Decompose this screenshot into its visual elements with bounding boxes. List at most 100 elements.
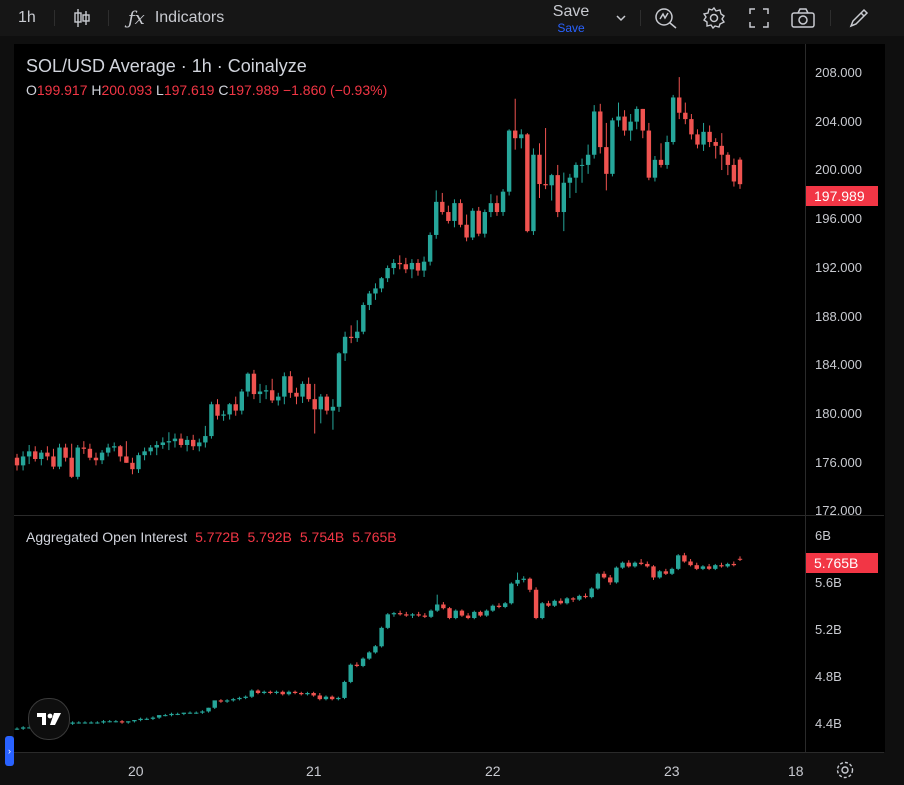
candle-body — [428, 610, 434, 617]
candle-body — [397, 613, 403, 615]
candle-body — [573, 164, 579, 178]
expand-panel-tab[interactable]: › — [5, 736, 14, 766]
candle-body — [329, 696, 335, 700]
candle-body — [391, 613, 397, 615]
candle-body — [458, 203, 463, 225]
candle-body — [537, 154, 542, 185]
candle-body — [579, 164, 585, 166]
candle-body — [403, 264, 409, 270]
candle-body — [354, 664, 360, 666]
oi-high: 5.792B — [247, 529, 292, 545]
price-tick: 192.000 — [815, 260, 862, 275]
pane-separator[interactable] — [14, 515, 884, 516]
candle-body — [465, 615, 471, 619]
price-tick: 188.000 — [815, 309, 862, 324]
candle-body — [646, 130, 652, 178]
symbol-legend[interactable]: SOL/USD Average · 1h · Coinalyze — [26, 56, 307, 76]
candle-body — [583, 595, 588, 598]
candle-body — [525, 134, 530, 232]
candle-body — [645, 563, 650, 567]
oi-tick: 4.4B — [815, 716, 842, 731]
candle-body — [626, 562, 631, 567]
alert-button[interactable] — [654, 0, 678, 36]
chart-type-button[interactable] — [72, 0, 92, 36]
candle-body — [268, 691, 273, 693]
interval-button[interactable]: 1h — [18, 0, 36, 36]
candle-body — [88, 722, 94, 724]
settings-button[interactable] — [702, 0, 726, 36]
oi-legend[interactable]: Aggregated Open Interest 5.772B 5.792B 5.75… — [26, 529, 397, 545]
indicators-button[interactable]: ƒx Indicators — [128, 0, 224, 36]
candle-body — [434, 201, 439, 235]
tradingview-logo[interactable] — [28, 698, 70, 740]
candle-body — [132, 720, 137, 722]
low-value: 197.619 — [163, 82, 215, 98]
candle-body — [719, 145, 724, 155]
time-scale[interactable] — [14, 752, 884, 785]
candle-body — [585, 154, 591, 165]
candle-body — [651, 566, 656, 578]
candle-body — [731, 563, 737, 566]
oi-title: Aggregated Open Interest — [26, 529, 188, 545]
candle-body — [367, 293, 372, 305]
candle-body — [280, 691, 285, 695]
scale-settings-button[interactable] — [835, 760, 855, 785]
candle-body — [51, 456, 56, 467]
drawing-button[interactable] — [848, 0, 870, 36]
candle-body — [427, 234, 433, 262]
gear-icon — [836, 761, 854, 779]
candle-body — [453, 610, 458, 619]
candle-body — [555, 175, 560, 213]
candle-body — [14, 457, 20, 466]
candle-body — [725, 154, 731, 165]
candle-body — [172, 438, 178, 442]
fx-icon: ƒx — [128, 7, 145, 29]
close-label: C — [218, 82, 229, 98]
candle-body — [274, 691, 279, 693]
candle-body — [257, 391, 263, 395]
candle-body — [269, 390, 275, 401]
candle-body — [336, 697, 341, 700]
candle-body — [552, 600, 557, 606]
candle-body — [379, 278, 384, 289]
candle-body — [616, 116, 621, 121]
candle-body — [361, 304, 366, 332]
candle-body — [725, 563, 730, 567]
candle-body — [197, 442, 202, 447]
ohlc-legend: O199.917 H200.093 L197.619 C197.989 −1.8… — [26, 82, 387, 98]
candle-body — [561, 182, 567, 213]
price-tick: 208.000 — [815, 65, 862, 80]
save-button[interactable]: Save Save — [548, 3, 594, 35]
candle-body — [166, 441, 172, 443]
candle-body — [373, 646, 378, 653]
candle-body — [119, 721, 125, 723]
candle-body — [546, 603, 551, 606]
oi-close: 5.765B — [352, 529, 397, 545]
alert-icon — [655, 8, 677, 29]
candle-body — [190, 439, 196, 447]
candle-body — [521, 578, 526, 580]
candle-body — [379, 627, 384, 647]
candle-body — [706, 566, 712, 569]
candle-body — [422, 615, 428, 617]
interval-label: 1h — [18, 9, 36, 26]
candle-body — [181, 712, 187, 714]
candles-icon — [74, 9, 90, 27]
candle-body — [416, 614, 421, 616]
candle-body — [421, 261, 427, 271]
snapshot-button[interactable] — [790, 0, 816, 36]
candle-body — [323, 696, 329, 700]
candle-body — [294, 392, 299, 397]
fullscreen-button[interactable] — [748, 0, 770, 36]
price-scale[interactable] — [805, 44, 885, 752]
candle-body — [707, 131, 712, 143]
candle-body — [251, 373, 257, 395]
candle-body — [150, 717, 156, 719]
candle-body — [317, 695, 322, 700]
candle-body — [20, 727, 26, 729]
candle-body — [441, 604, 446, 609]
candle-body — [233, 404, 238, 411]
candle-body — [355, 331, 360, 339]
save-menu-button[interactable] — [614, 0, 628, 36]
candle-body — [464, 224, 469, 238]
